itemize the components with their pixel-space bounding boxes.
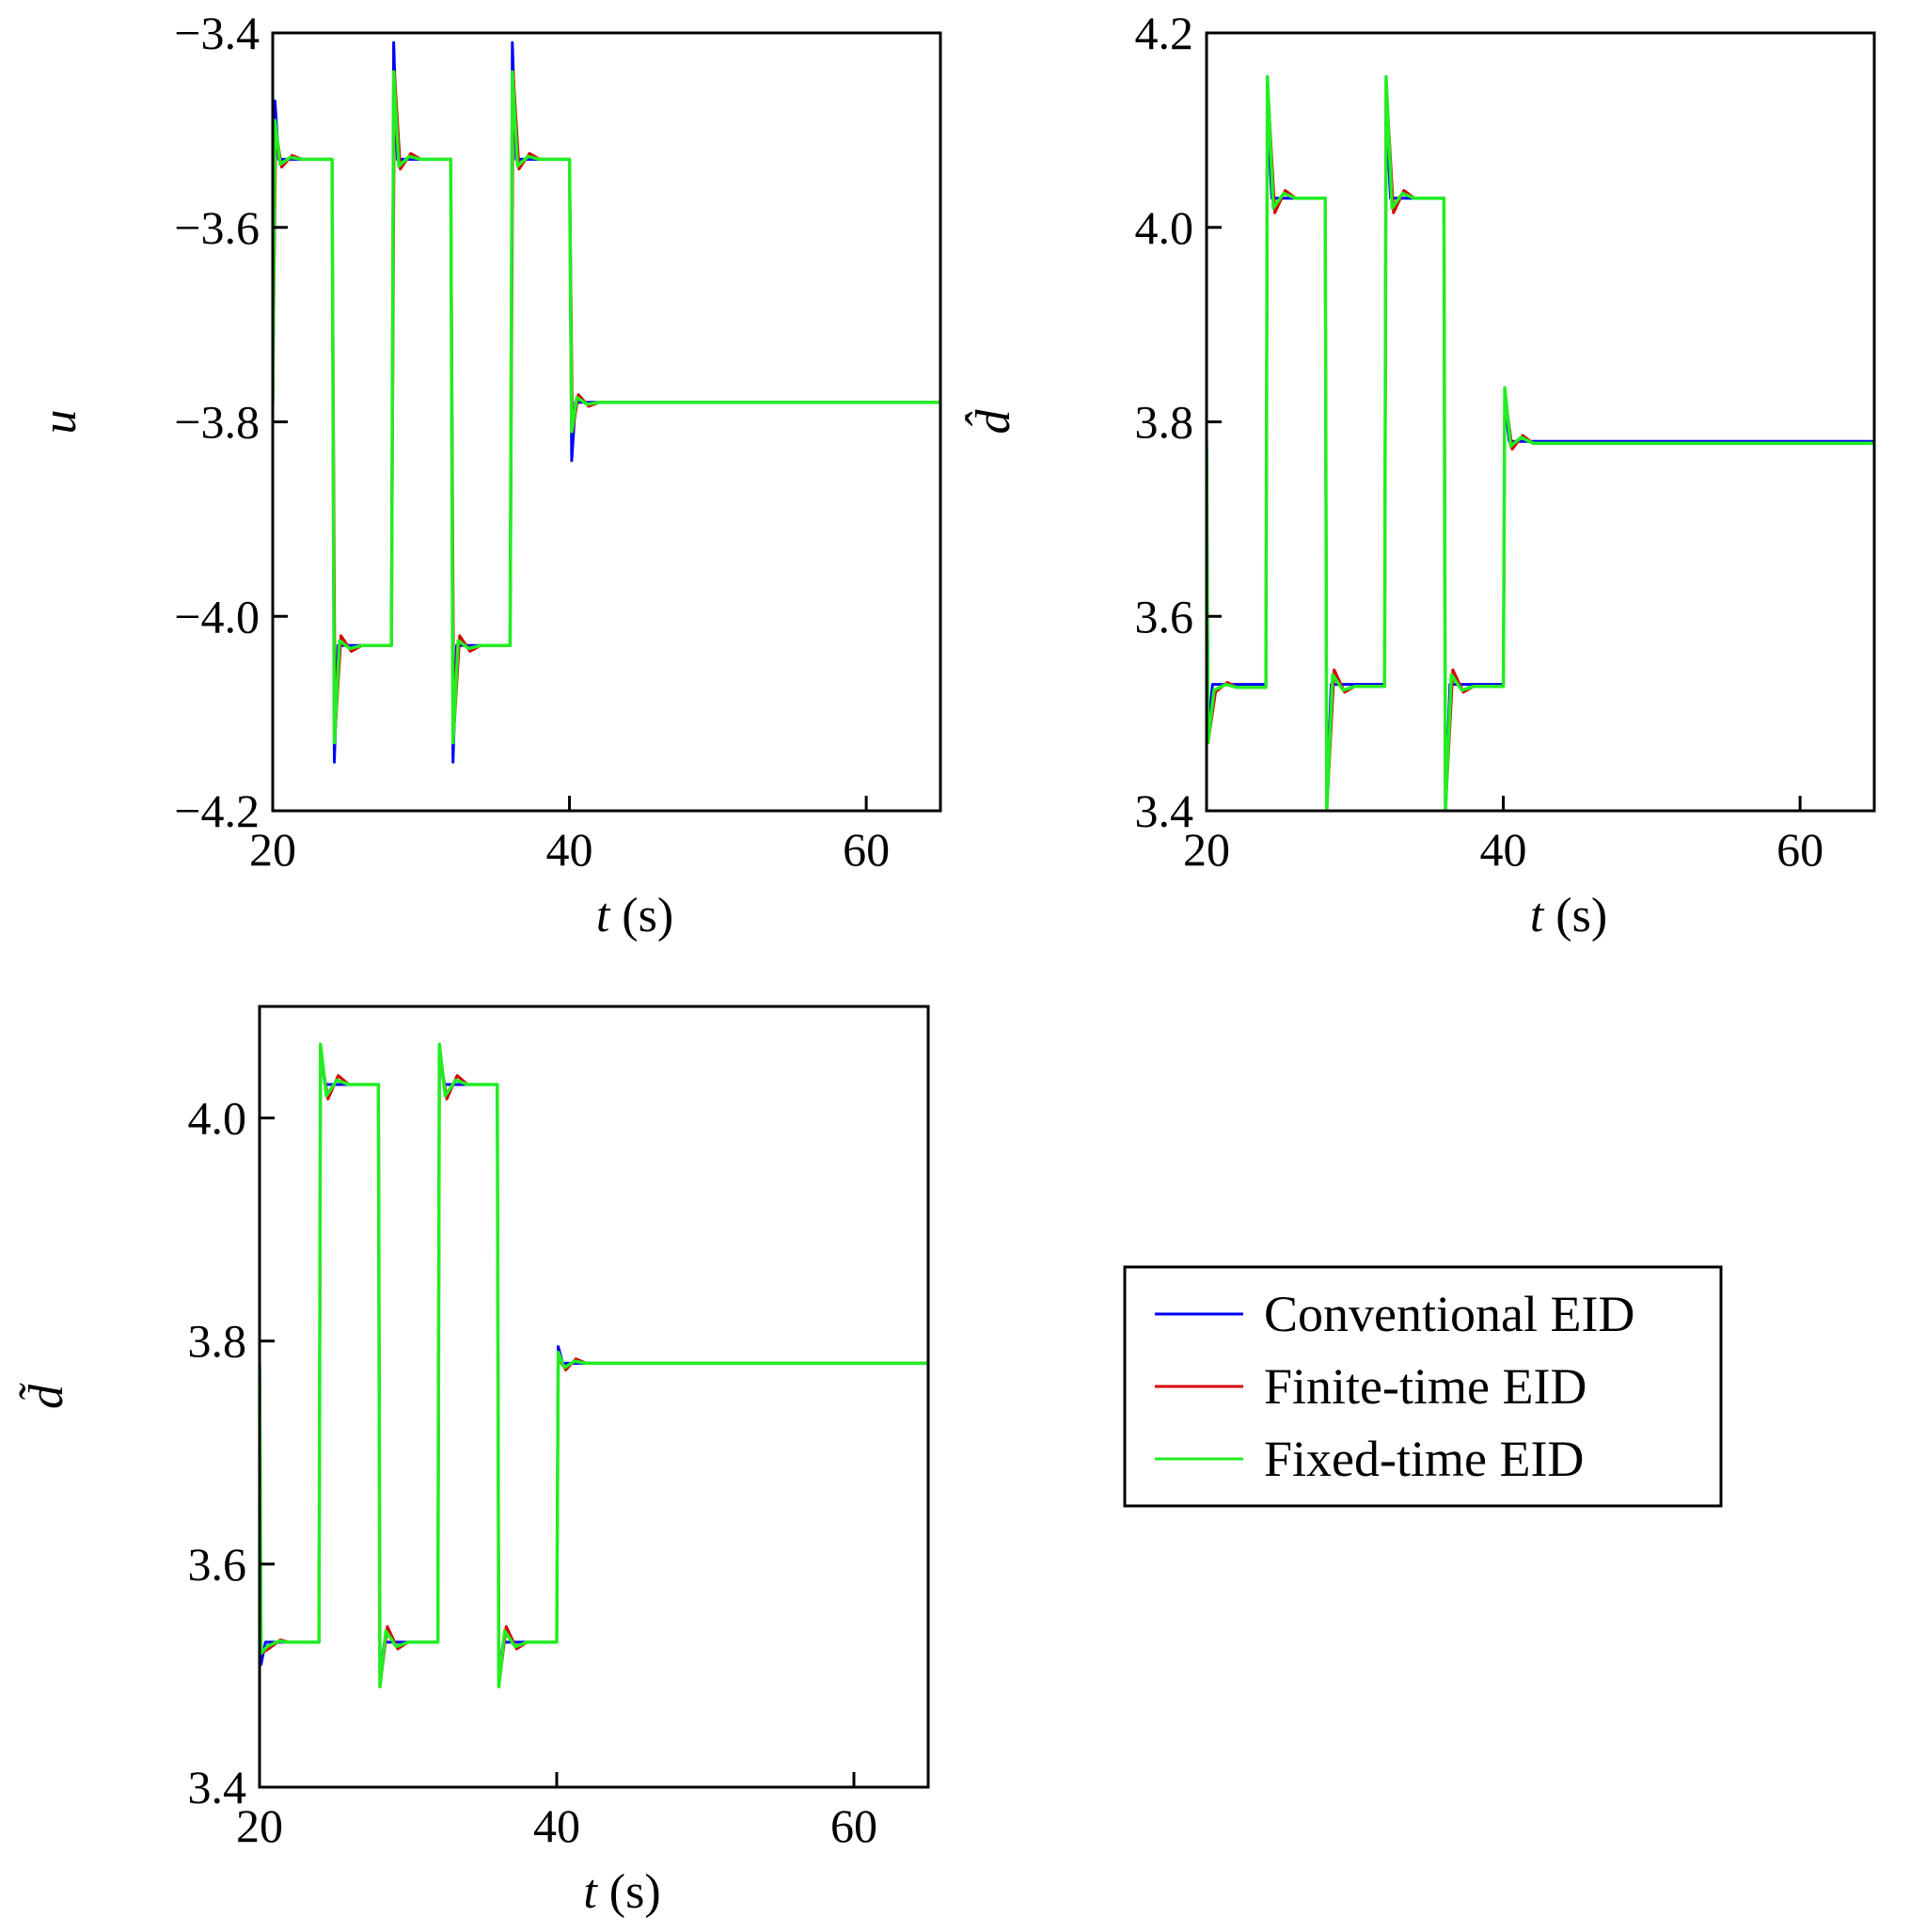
y-tick-label: 4.0 <box>1135 201 1194 254</box>
x-tick-label: 60 <box>830 1799 877 1852</box>
y-tick-label: 3.8 <box>1135 396 1194 449</box>
series-line-conventional-eid <box>1207 109 1874 811</box>
plot-area <box>273 40 940 764</box>
panel-bottom-left: 20 40 60 4.0 3.8 3.6 3.4 t (s) d̃ <box>18 1005 930 1919</box>
series-line-finite-time-eid <box>1207 80 1874 811</box>
y-tick-label: 3.4 <box>188 1761 247 1813</box>
x-tick-label: 20 <box>236 1799 283 1852</box>
x-tick-label: 40 <box>546 823 593 876</box>
x-axis-label: t (s) <box>1530 889 1607 942</box>
y-tick-label: −4.2 <box>174 784 260 837</box>
y-axis-label: d̃ <box>18 1383 73 1409</box>
y-tick-label: −3.8 <box>174 396 260 449</box>
plot-frame <box>271 31 942 813</box>
x-axis-label: t (s) <box>596 889 673 942</box>
plot-frame <box>1205 31 1876 813</box>
panel-top-right: 20 40 60 4.2 4.0 3.8 3.6 3.4 t (s) d̂ <box>964 7 1876 942</box>
series-line-fixed-time-eid <box>1207 74 1874 811</box>
x-tick-label: 60 <box>843 823 890 876</box>
y-tick-label: −3.6 <box>174 201 260 254</box>
y-axis-label: u <box>33 410 87 435</box>
y-tick-label: 3.6 <box>188 1538 247 1591</box>
y-tick-label: −4.0 <box>174 590 260 642</box>
x-tick-label: 40 <box>533 1799 580 1852</box>
panel-top-left: 20 40 60 −3.4 −3.6 −3.8 −4.0 −4.2 t (s) u <box>33 7 942 942</box>
plot-area <box>260 1042 928 1689</box>
y-tick-label: −3.4 <box>174 7 260 59</box>
series-line-fixed-time-eid <box>273 70 940 745</box>
series-line-fixed-time-eid <box>260 1042 928 1689</box>
y-axis-label: d̂ <box>964 409 1020 435</box>
legend-label: Fixed-time EID <box>1264 1431 1584 1487</box>
x-tick-label: 20 <box>1183 823 1230 876</box>
x-axis-label: t (s) <box>583 1865 660 1919</box>
legend: Conventional EID Finite-time EID Fixed-tim… <box>1123 1265 1723 1508</box>
legend-label: Finite-time EID <box>1264 1358 1586 1415</box>
plot-area <box>1207 74 1874 811</box>
y-tick-label: 3.8 <box>188 1315 247 1368</box>
plot-frame <box>258 1005 930 1789</box>
y-tick-label: 4.0 <box>188 1092 247 1145</box>
x-tick-label: 60 <box>1776 823 1823 876</box>
series-line-finite-time-eid <box>260 1049 928 1688</box>
y-tick-label: 4.2 <box>1135 7 1194 59</box>
legend-label: Conventional EID <box>1264 1286 1634 1342</box>
y-tick-label: 3.4 <box>1135 784 1194 837</box>
x-tick-label: 20 <box>249 823 296 876</box>
x-tick-label: 40 <box>1480 823 1527 876</box>
y-tick-label: 3.6 <box>1135 590 1194 642</box>
